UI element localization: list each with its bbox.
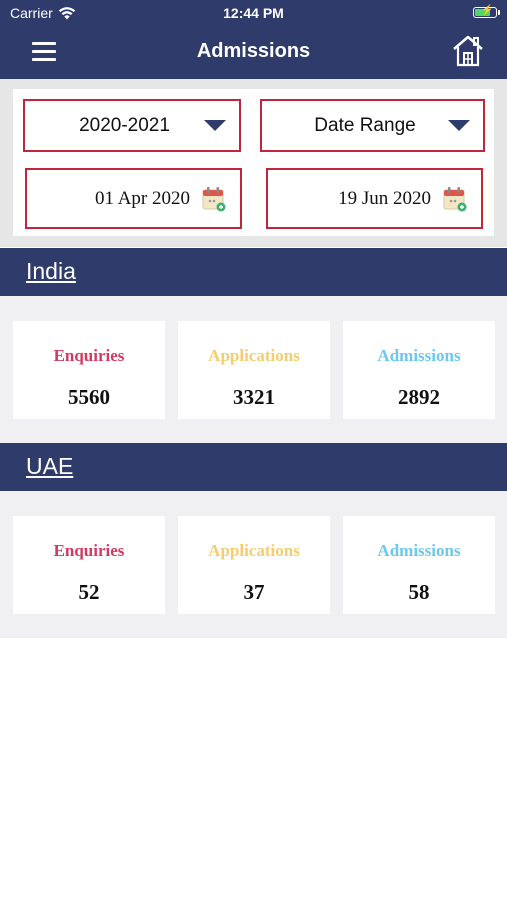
stat-label: Applications bbox=[208, 541, 300, 560]
status-time: 12:44 PM bbox=[223, 5, 284, 21]
wifi-icon bbox=[58, 6, 75, 19]
academic-year-value: 2020-2021 bbox=[79, 114, 170, 136]
date-range-dropdown[interactable]: Date Range bbox=[260, 99, 485, 152]
region-header-uae[interactable]: UAE bbox=[0, 443, 507, 491]
stat-label: Enquiries bbox=[53, 541, 125, 560]
region-header-india[interactable]: India bbox=[0, 248, 507, 296]
to-date-value: 19 Jun 2020 bbox=[338, 187, 431, 209]
stat-card-admissions[interactable]: Admissions 58 bbox=[343, 516, 495, 614]
home-icon[interactable] bbox=[451, 34, 485, 68]
from-date-field[interactable]: 01 Apr 2020 bbox=[25, 168, 242, 229]
chevron-down-icon bbox=[204, 120, 226, 131]
stat-value: 58 bbox=[408, 580, 430, 604]
region-name[interactable]: UAE bbox=[26, 453, 74, 479]
stat-card-enquiries[interactable]: Enquiries 5560 bbox=[13, 321, 165, 419]
filter-section: 2020-2021 Date Range 01 Apr 2020 19 Jun … bbox=[0, 79, 507, 247]
stat-label: Applications bbox=[208, 346, 300, 365]
battery-icon: ⚡ bbox=[473, 5, 500, 18]
academic-year-dropdown[interactable]: 2020-2021 bbox=[23, 99, 241, 152]
hamburger-menu-icon[interactable] bbox=[32, 42, 56, 61]
stat-value: 37 bbox=[243, 580, 265, 604]
region-stats-india: Enquiries 5560 Applications 3321 Admissi… bbox=[0, 296, 507, 443]
stat-value: 52 bbox=[78, 580, 100, 604]
date-range-value: Date Range bbox=[314, 114, 416, 136]
to-date-field[interactable]: 19 Jun 2020 bbox=[266, 168, 483, 229]
region-name[interactable]: India bbox=[26, 258, 76, 284]
calendar-icon bbox=[202, 186, 226, 211]
page-title: Admissions bbox=[196, 40, 311, 62]
stat-card-applications[interactable]: Applications 3321 bbox=[178, 321, 330, 419]
stat-card-enquiries[interactable]: Enquiries 52 bbox=[13, 516, 165, 614]
top-bar: Carrier 12:44 PM ⚡ Admissions bbox=[0, 0, 507, 79]
stat-label: Admissions bbox=[377, 346, 461, 365]
chevron-down-icon bbox=[448, 120, 470, 131]
filter-card: 2020-2021 Date Range 01 Apr 2020 19 Jun … bbox=[13, 89, 494, 236]
calendar-icon bbox=[443, 186, 467, 211]
stat-value: 2892 bbox=[398, 385, 440, 409]
status-carrier: Carrier bbox=[10, 5, 76, 21]
stat-label: Admissions bbox=[377, 541, 461, 560]
region-stats-uae: Enquiries 52 Applications 37 Admissions … bbox=[0, 491, 507, 638]
stat-card-admissions[interactable]: Admissions 2892 bbox=[343, 321, 495, 419]
carrier-label: Carrier bbox=[10, 5, 53, 21]
stat-value: 3321 bbox=[233, 385, 275, 409]
from-date-value: 01 Apr 2020 bbox=[95, 187, 190, 209]
stat-value: 5560 bbox=[68, 385, 110, 409]
stat-label: Enquiries bbox=[53, 346, 125, 365]
stat-card-applications[interactable]: Applications 37 bbox=[178, 516, 330, 614]
